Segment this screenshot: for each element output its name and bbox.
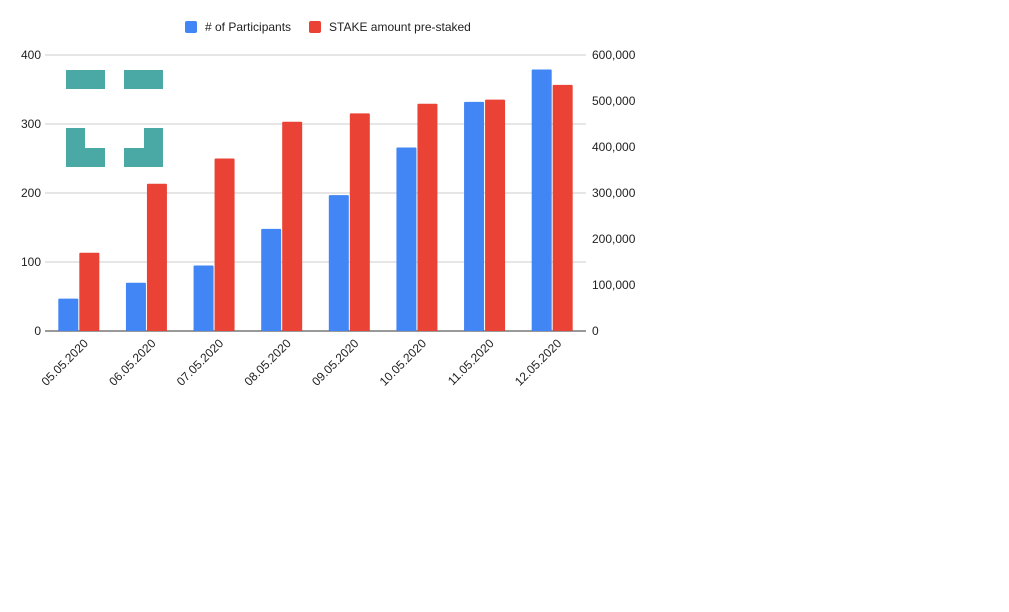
watermark-logo: [66, 70, 163, 167]
legend-item-stake[interactable]: STAKE amount pre-staked: [309, 20, 471, 34]
bar-stake: [282, 121, 303, 331]
bar-participants: [58, 298, 79, 331]
bar-stake: [146, 183, 167, 331]
right-tick-label: 500,000: [592, 94, 636, 108]
legend-swatch-stake: [309, 21, 321, 33]
x-axis-ticks: 05.05.2020 06.05.2020 07.05.2020 08.05.2020…: [39, 336, 565, 389]
x-tick-label: 07.05.2020: [174, 336, 227, 389]
bar-participants: [125, 282, 146, 331]
right-tick-label: 200,000: [592, 232, 636, 246]
x-tick-label: 10.05.2020: [377, 336, 430, 389]
left-axis-ticks: 0 100 200 300 400: [21, 48, 41, 338]
bar-participants: [193, 265, 214, 331]
legend-label-participants: # of Participants: [205, 20, 291, 34]
bar-participants: [261, 228, 282, 331]
x-tick-label: 12.05.2020: [512, 336, 565, 389]
right-axis-ticks: 0 100,000 200,000 300,000 400,000 500,000 600,…: [592, 48, 636, 338]
right-tick-label: 300,000: [592, 186, 636, 200]
right-tick-label: 100,000: [592, 278, 636, 292]
bar-stake: [79, 252, 100, 331]
right-tick-label: 400,000: [592, 140, 636, 154]
x-tick-label: 05.05.2020: [39, 336, 92, 389]
bar-stake: [214, 158, 235, 331]
bar-participants: [531, 69, 552, 332]
legend-item-participants[interactable]: # of Participants: [185, 20, 291, 34]
bar-participants: [328, 195, 349, 331]
x-tick-label: 08.05.2020: [241, 336, 294, 389]
bar-stake: [485, 99, 506, 332]
legend: # of Participants STAKE amount pre-stake…: [185, 20, 471, 34]
left-tick-label: 100: [21, 255, 41, 269]
x-tick-label: 09.05.2020: [309, 336, 362, 389]
legend-label-stake: STAKE amount pre-staked: [329, 20, 471, 34]
x-tick-label: 11.05.2020: [445, 336, 497, 388]
left-tick-label: 200: [21, 186, 41, 200]
bar-participants: [396, 147, 417, 331]
x-tick-label: 06.05.2020: [106, 336, 159, 389]
bar-stake: [349, 113, 370, 331]
bars: [58, 69, 573, 332]
right-tick-label: 600,000: [592, 48, 636, 62]
bar-stake: [552, 84, 573, 332]
left-tick-label: 400: [21, 48, 41, 62]
right-tick-label: 0: [592, 324, 599, 338]
bar-stake: [417, 103, 438, 331]
left-tick-label: 0: [34, 324, 41, 338]
legend-swatch-participants: [185, 21, 197, 33]
bar-participants: [464, 101, 485, 331]
left-tick-label: 300: [21, 117, 41, 131]
